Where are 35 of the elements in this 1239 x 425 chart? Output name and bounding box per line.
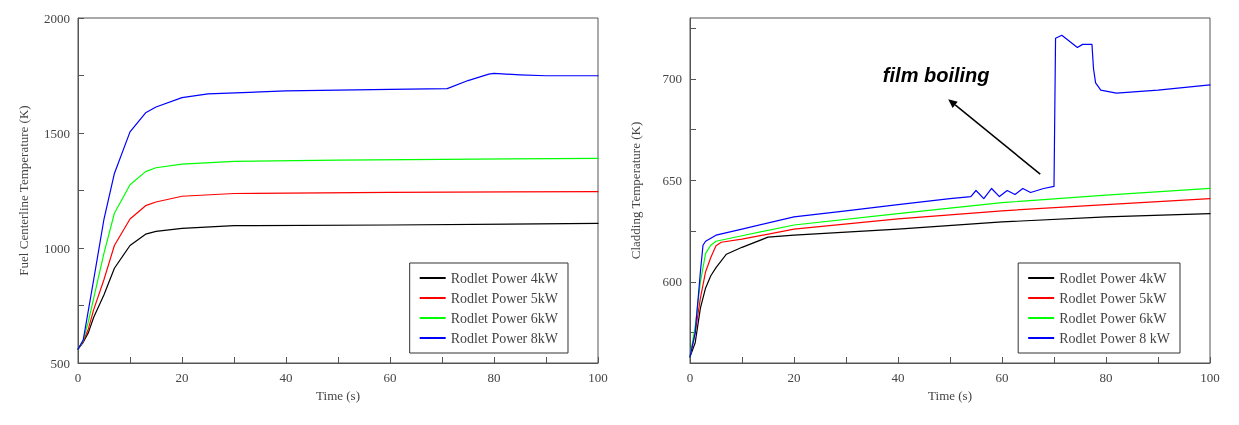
y-tick-label: 500 (50, 355, 70, 371)
y-tick-label: 700 (662, 71, 682, 87)
legend-label: Rodlet Power 6kW (1059, 310, 1168, 326)
legend-label: Rodlet Power 4kW (450, 270, 559, 286)
y-tick-label: 1500 (44, 125, 70, 141)
annotation: film boiling (882, 64, 990, 87)
x-tick-label: 0 (74, 370, 82, 385)
x-tick-label: 20 (787, 370, 801, 385)
y-tick-label: 1000 (44, 240, 70, 256)
x-tick-label: 60 (995, 370, 1009, 385)
legend-label: Rodlet Power 4kW (1059, 270, 1168, 286)
x-tick-label: 100 (1200, 370, 1220, 385)
x-tick-label: 0 (686, 370, 694, 385)
line-series (77, 72, 599, 350)
x-axis-title: Time (s) (928, 388, 972, 403)
x-tick-label: 40 (891, 370, 905, 385)
legend-label: Rodlet Power 8 kW (1059, 330, 1171, 346)
x-tick-label: 100 (588, 370, 608, 385)
legend-label: Rodlet Power 5kW (1059, 290, 1168, 306)
line-series (689, 34, 1211, 358)
legend-label: Rodlet Power 8kW (450, 330, 559, 346)
line-series (77, 222, 599, 350)
x-tick-label: 40 (279, 370, 293, 385)
y-tick-label: 2000 (44, 10, 70, 26)
x-axis-title: Time (s) (316, 388, 360, 403)
legend-label: Rodlet Power 6kW (450, 310, 559, 326)
x-tick-label: 80 (487, 370, 501, 385)
y-axis-title: Fuel Centerline Temperature (K) (16, 105, 31, 276)
x-tick-label: 60 (383, 370, 397, 385)
x-tick-label: 20 (175, 370, 189, 385)
legend-label: Rodlet Power 5kW (450, 290, 559, 306)
y-tick-label: 600 (662, 274, 682, 290)
x-tick-label: 80 (1099, 370, 1113, 385)
y-tick-label: 650 (662, 172, 682, 188)
y-axis-title: Cladding Temperature (K) (628, 121, 643, 260)
